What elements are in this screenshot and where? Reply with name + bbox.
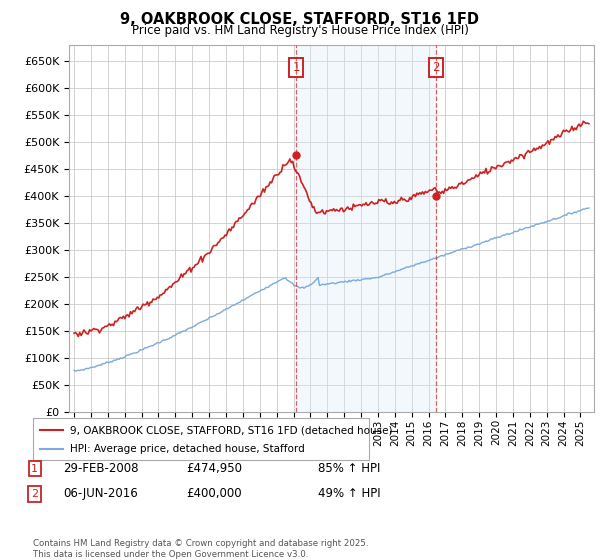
Bar bbox=[296, 45, 436, 412]
Text: £400,000: £400,000 bbox=[186, 487, 242, 501]
Text: 2: 2 bbox=[432, 61, 440, 74]
Text: Price paid vs. HM Land Registry's House Price Index (HPI): Price paid vs. HM Land Registry's House … bbox=[131, 24, 469, 36]
Text: 49% ↑ HPI: 49% ↑ HPI bbox=[318, 487, 380, 501]
Text: £474,950: £474,950 bbox=[186, 462, 242, 475]
Text: 1: 1 bbox=[31, 464, 38, 474]
Text: 06-JUN-2016: 06-JUN-2016 bbox=[63, 487, 138, 501]
Text: 9, OAKBROOK CLOSE, STAFFORD, ST16 1FD: 9, OAKBROOK CLOSE, STAFFORD, ST16 1FD bbox=[121, 12, 479, 27]
Text: 85% ↑ HPI: 85% ↑ HPI bbox=[318, 462, 380, 475]
Text: 2: 2 bbox=[31, 489, 38, 499]
Text: 9, OAKBROOK CLOSE, STAFFORD, ST16 1FD (detached house): 9, OAKBROOK CLOSE, STAFFORD, ST16 1FD (d… bbox=[70, 425, 392, 435]
Text: 29-FEB-2008: 29-FEB-2008 bbox=[63, 462, 139, 475]
Text: HPI: Average price, detached house, Stafford: HPI: Average price, detached house, Staf… bbox=[70, 444, 305, 454]
Text: 1: 1 bbox=[293, 61, 300, 74]
Text: Contains HM Land Registry data © Crown copyright and database right 2025.
This d: Contains HM Land Registry data © Crown c… bbox=[33, 539, 368, 559]
